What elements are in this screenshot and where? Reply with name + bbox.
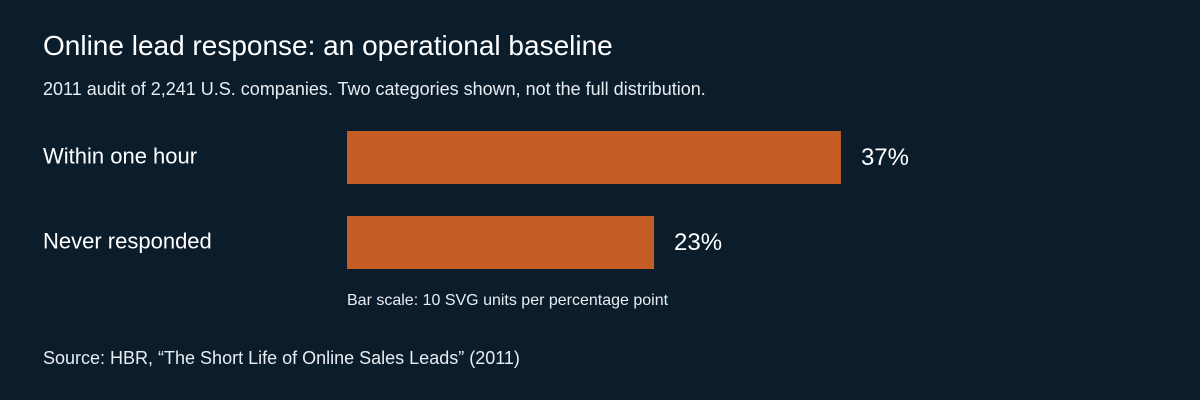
chart-subtitle: 2011 audit of 2,241 U.S. companies. Two … <box>43 79 706 99</box>
bar <box>347 131 841 184</box>
bar <box>347 216 655 269</box>
category-label: Within one hour <box>43 143 197 168</box>
value-label: 23% <box>674 229 722 256</box>
category-label: Never responded <box>43 228 212 253</box>
chart-title: Online lead response: an operational bas… <box>43 30 613 61</box>
scale-note: Bar scale: 10 SVG units per percentage p… <box>347 292 669 309</box>
source-note: Source: HBR, “The Short Life of Online S… <box>43 348 520 368</box>
value-label: 37% <box>861 144 909 171</box>
